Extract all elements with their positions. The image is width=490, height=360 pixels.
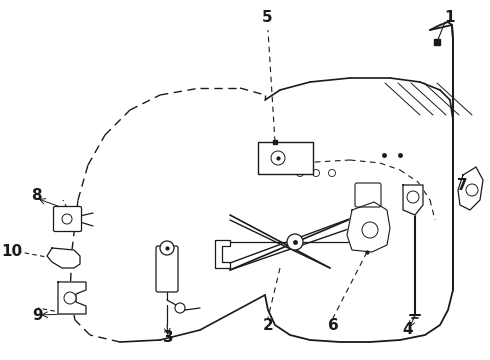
Text: 1: 1 <box>445 10 455 26</box>
Polygon shape <box>458 167 483 210</box>
Text: 6: 6 <box>328 318 339 333</box>
Text: 10: 10 <box>1 244 23 260</box>
Bar <box>258 142 313 174</box>
Circle shape <box>296 170 303 176</box>
Circle shape <box>313 170 319 176</box>
Circle shape <box>62 214 72 224</box>
Text: 9: 9 <box>33 307 43 323</box>
Polygon shape <box>58 282 86 314</box>
Circle shape <box>271 151 285 165</box>
Text: 5: 5 <box>262 10 272 26</box>
Ellipse shape <box>349 235 367 245</box>
Circle shape <box>160 241 174 255</box>
Circle shape <box>287 234 303 250</box>
FancyBboxPatch shape <box>355 183 381 207</box>
Text: 3: 3 <box>163 330 173 346</box>
Polygon shape <box>403 185 423 215</box>
FancyBboxPatch shape <box>53 207 81 231</box>
Circle shape <box>466 184 478 196</box>
Circle shape <box>64 292 76 304</box>
Text: 8: 8 <box>31 188 41 202</box>
Circle shape <box>362 222 378 238</box>
Circle shape <box>407 191 419 203</box>
Text: 4: 4 <box>403 323 413 338</box>
FancyBboxPatch shape <box>156 246 178 292</box>
Text: 2: 2 <box>263 318 273 333</box>
Polygon shape <box>47 248 80 268</box>
Circle shape <box>175 303 185 313</box>
Polygon shape <box>347 202 390 252</box>
Circle shape <box>328 170 336 176</box>
Text: 7: 7 <box>457 177 467 193</box>
